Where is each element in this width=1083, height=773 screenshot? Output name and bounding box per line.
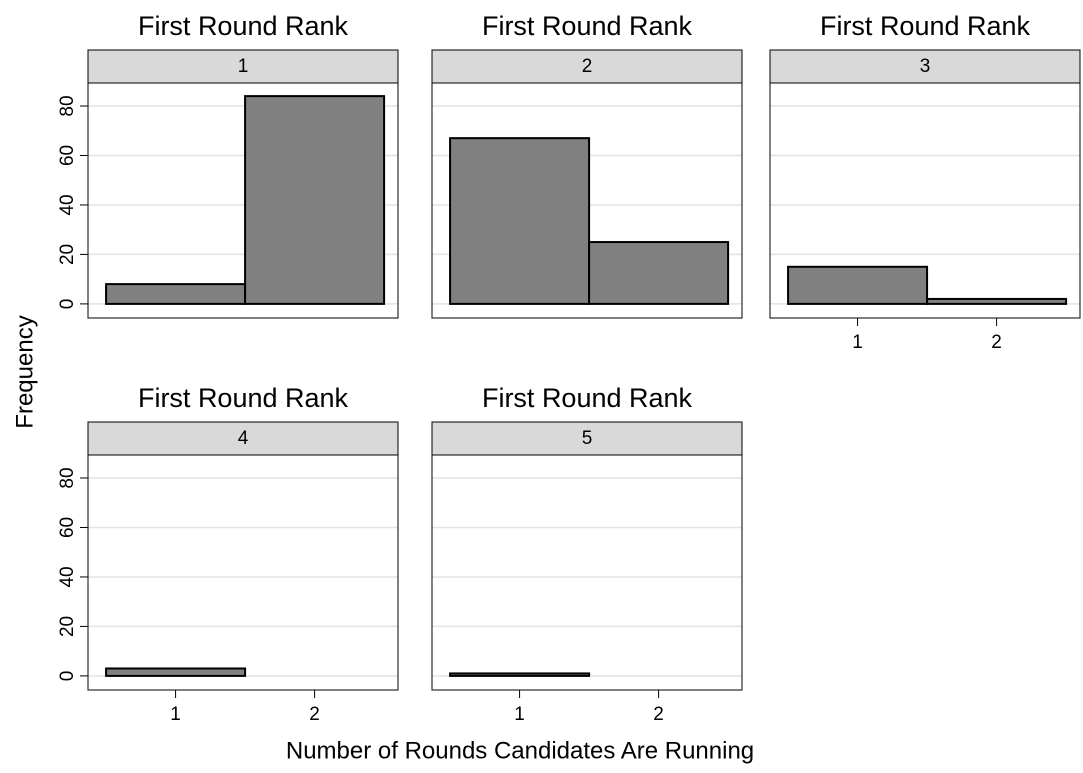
y-tick-label: 40 xyxy=(57,194,78,215)
bar xyxy=(787,265,929,305)
y-tick-label: 80 xyxy=(57,95,78,116)
y-axis-title: Frequency xyxy=(11,315,38,428)
x-tick-label: 2 xyxy=(309,704,320,725)
panel-title: First Round Rank xyxy=(138,11,349,41)
x-tick-label: 1 xyxy=(852,332,863,353)
bar xyxy=(105,283,247,305)
y-tick-label: 20 xyxy=(57,244,78,265)
y-tick-label: 80 xyxy=(57,467,78,488)
bar xyxy=(449,672,591,677)
bar xyxy=(588,241,730,305)
plot-frame xyxy=(769,82,1081,319)
bar xyxy=(449,137,591,305)
bar xyxy=(926,297,1068,305)
strip-label: 1 xyxy=(238,56,249,77)
plot-frame xyxy=(431,82,743,319)
strip xyxy=(87,49,399,84)
panel-title: First Round Rank xyxy=(482,11,693,41)
strip xyxy=(87,421,399,456)
strip-label: 2 xyxy=(582,56,593,77)
plot-frame xyxy=(431,454,743,691)
y-tick-label: 60 xyxy=(57,145,78,166)
y-tick-label: 60 xyxy=(57,517,78,538)
x-axis-title: Number of Rounds Candidates Are Running xyxy=(286,737,754,764)
plot-frame xyxy=(87,454,399,691)
x-tick-label: 2 xyxy=(991,332,1002,353)
panel-title: First Round Rank xyxy=(482,383,693,413)
y-tick-label: 0 xyxy=(57,671,78,682)
x-tick-label: 1 xyxy=(514,704,525,725)
strip-label: 3 xyxy=(920,56,931,77)
bar xyxy=(105,667,247,677)
x-tick-label: 2 xyxy=(653,704,664,725)
y-tick-label: 40 xyxy=(57,566,78,587)
strip xyxy=(431,49,743,84)
y-tick-label: 20 xyxy=(57,616,78,637)
strip-label: 4 xyxy=(238,428,249,449)
bar xyxy=(244,95,386,305)
x-tick-label: 1 xyxy=(170,704,181,725)
plot-frame xyxy=(87,82,399,319)
panel-title: First Round Rank xyxy=(138,383,349,413)
panel-title: First Round Rank xyxy=(820,11,1031,41)
y-tick-label: 0 xyxy=(57,299,78,310)
strip-label: 5 xyxy=(582,428,593,449)
strip xyxy=(431,421,743,456)
